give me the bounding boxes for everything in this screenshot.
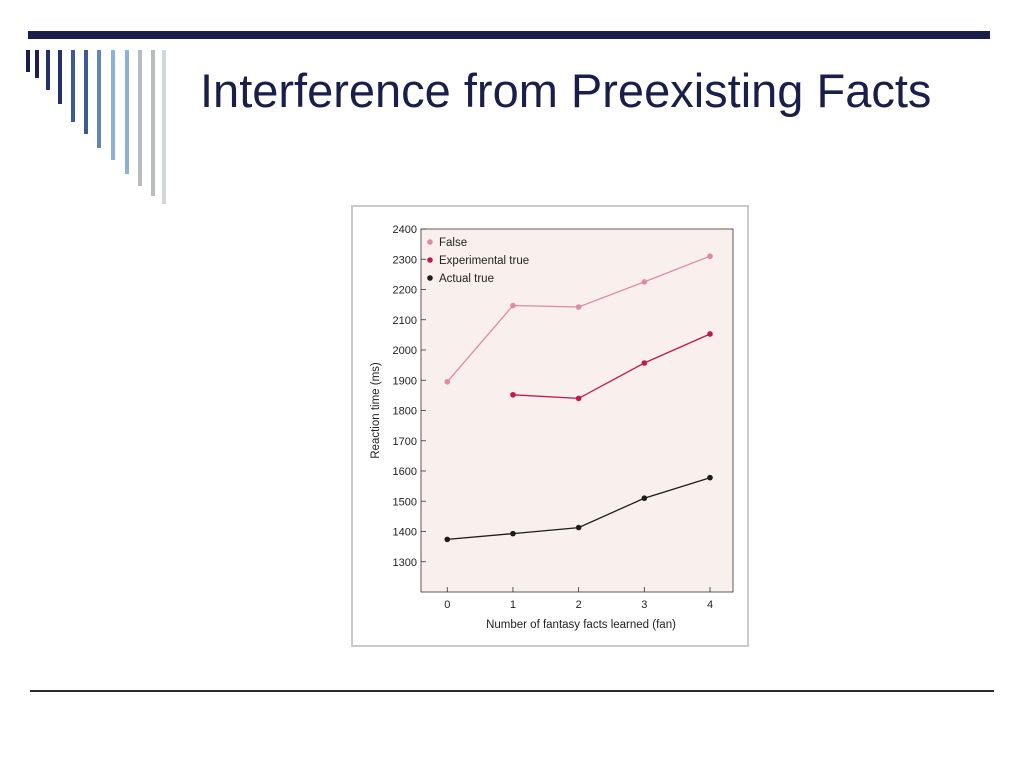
x-axis-label: Number of fantasy facts learned (fan) <box>486 619 676 631</box>
stripe-bar <box>162 50 166 204</box>
data-point <box>575 524 582 531</box>
stripe-bar <box>46 50 50 90</box>
series-line-1 <box>512 333 711 400</box>
legend-label: Actual true <box>439 273 494 285</box>
stripe-bar <box>125 50 129 174</box>
data-point <box>575 395 582 402</box>
y-tick-label: 1900 <box>393 375 417 387</box>
stripe-bar <box>58 50 62 104</box>
reaction-time-chart: 1300 1400 1500 1600 1700 1800 1900 2000 2100 2200… <box>370 224 734 631</box>
y-tick-label: 2100 <box>393 315 417 327</box>
data-point <box>510 530 516 537</box>
x-tick-label: 3 <box>641 599 647 611</box>
y-tick-label: 1800 <box>393 406 417 418</box>
x-tick-label: 2 <box>576 599 582 611</box>
legend-label: False <box>439 237 467 249</box>
legend-marker <box>427 257 433 263</box>
x-tick-label: 0 <box>444 599 450 611</box>
data-point <box>444 378 451 385</box>
y-tick-label: 1400 <box>393 527 417 539</box>
x-tick-label: 4 <box>707 599 713 611</box>
stripe-bar <box>26 50 30 72</box>
stripe-bar <box>138 50 142 186</box>
stripe-bar <box>97 50 101 148</box>
data-point <box>641 495 648 502</box>
data-point <box>444 536 451 543</box>
footer-rule <box>30 690 994 692</box>
stripe-bar <box>111 50 115 160</box>
y-tick-label: 1300 <box>393 557 417 569</box>
y-tick-label: 2300 <box>393 254 417 266</box>
stripe-bar <box>84 50 88 134</box>
y-tick-label: 1500 <box>393 496 417 508</box>
y-tick-label: 1700 <box>393 436 417 448</box>
data-point <box>510 302 516 309</box>
legend-marker <box>427 275 433 281</box>
y-tick-label: 2200 <box>393 285 417 297</box>
data-point <box>641 279 648 285</box>
stripe-bar <box>71 50 75 122</box>
data-point <box>510 391 516 398</box>
data-point <box>707 253 713 260</box>
legend-marker <box>427 239 433 245</box>
legend-label: Experimental true <box>439 255 529 267</box>
stripe-bar <box>35 50 39 78</box>
y-tick-label: 2000 <box>393 345 417 357</box>
data-point <box>575 304 582 310</box>
data-point <box>707 474 713 481</box>
slide-title: Interference from Preexisting Facts <box>200 64 932 117</box>
x-tick-label: 1 <box>510 599 516 611</box>
decorative-stripes <box>26 50 166 204</box>
stripe-bar <box>151 50 155 196</box>
y-tick-label: 1600 <box>393 466 417 478</box>
data-point <box>707 331 713 337</box>
y-tick-label: 2400 <box>393 224 417 236</box>
plot-area <box>420 228 734 593</box>
header-rule <box>28 31 990 39</box>
data-point <box>641 360 648 366</box>
y-axis-label: Reaction time (ms) <box>370 362 382 459</box>
